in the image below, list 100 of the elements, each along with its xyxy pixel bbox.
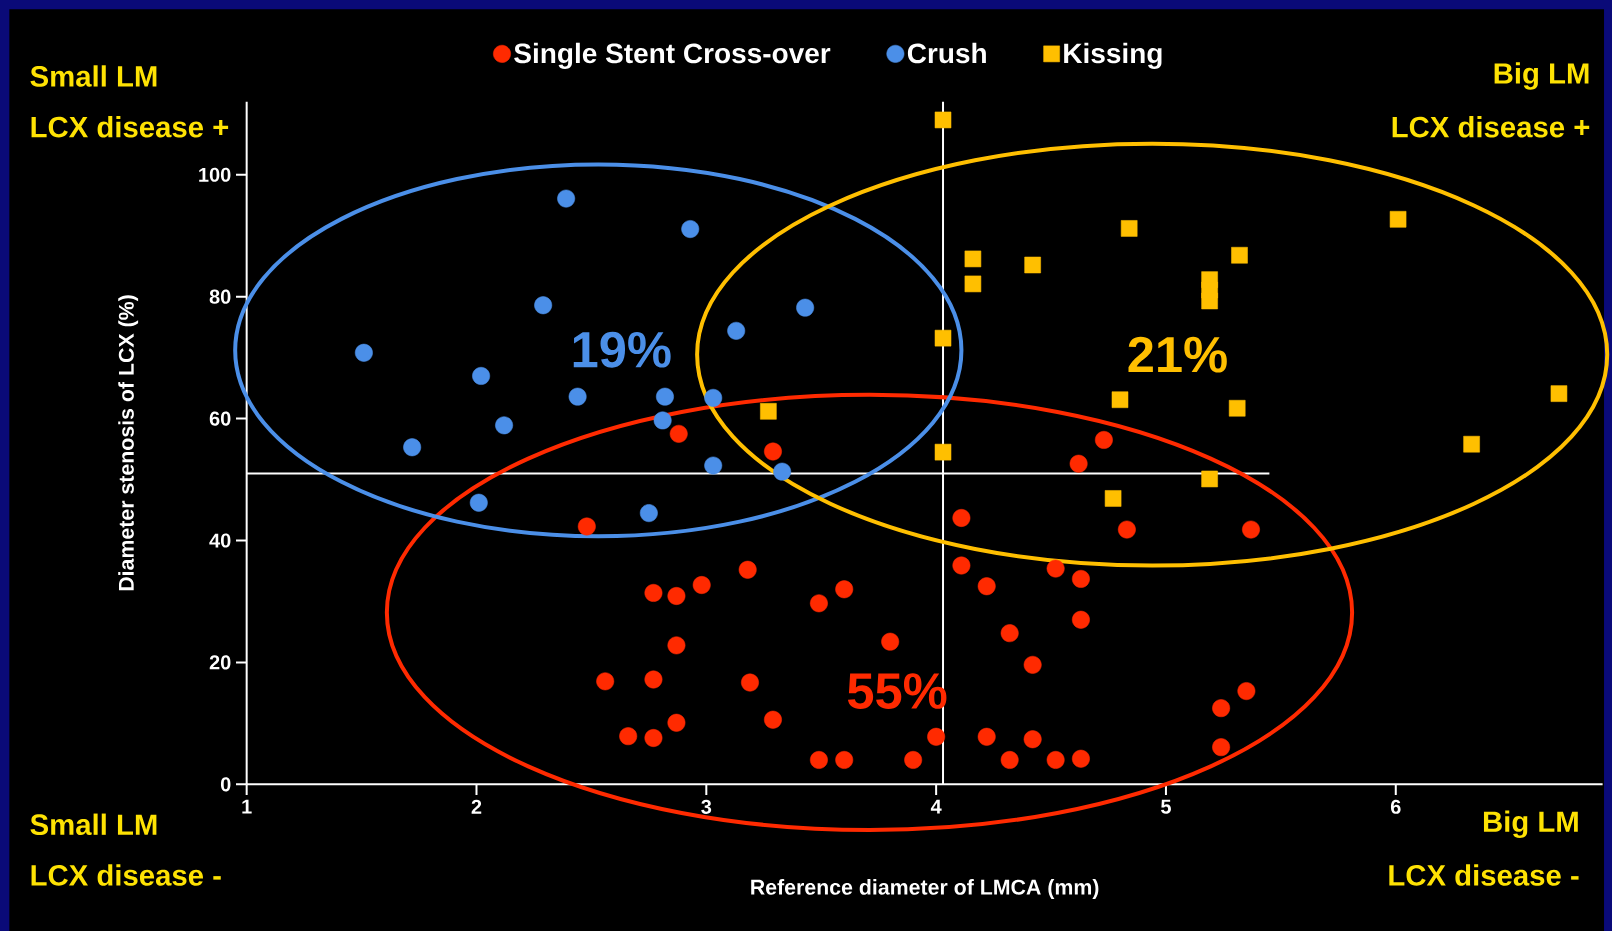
point <box>495 416 513 435</box>
point <box>727 321 746 340</box>
text: LCX disease - <box>1389 864 1579 886</box>
point <box>644 670 663 689</box>
point <box>964 275 982 293</box>
y-tick-label: 100 <box>199 167 231 182</box>
point <box>1000 624 1019 643</box>
point <box>764 710 782 729</box>
point <box>1237 682 1256 701</box>
point <box>835 580 854 599</box>
point <box>904 751 923 769</box>
point <box>619 727 638 746</box>
text: Big LM <box>1494 62 1589 90</box>
annotation: LCX disease + <box>1392 115 1590 138</box>
text: Small LM <box>30 65 157 87</box>
point <box>952 509 971 527</box>
point <box>977 727 996 746</box>
point <box>667 636 686 655</box>
point <box>977 577 996 596</box>
point <box>927 727 946 746</box>
point <box>764 442 782 461</box>
x-tick-label: 1 <box>242 799 252 814</box>
point <box>760 403 777 420</box>
legend-label: Single Stent Cross-over <box>514 42 831 69</box>
point <box>1023 730 1042 749</box>
x-tick-label: 6 <box>1390 799 1401 814</box>
point <box>644 729 663 747</box>
point <box>1071 569 1090 588</box>
point <box>1046 559 1065 578</box>
point <box>692 576 711 594</box>
point <box>1463 435 1480 453</box>
point <box>1071 749 1090 768</box>
y-tick-label: 0 <box>220 777 231 792</box>
point <box>1201 292 1218 310</box>
point <box>1212 699 1231 718</box>
point <box>835 751 854 769</box>
point <box>796 298 815 317</box>
point <box>1024 256 1041 274</box>
point <box>1071 610 1090 629</box>
point <box>1023 655 1042 674</box>
point <box>773 462 792 481</box>
point <box>568 387 587 406</box>
point <box>669 424 688 443</box>
point <box>934 111 952 129</box>
point <box>667 587 686 605</box>
x-tick-label: 2 <box>471 799 482 814</box>
text: Small LM <box>30 813 157 836</box>
point <box>741 673 759 692</box>
y-tick-label: 20 <box>209 655 231 670</box>
point <box>881 632 900 651</box>
point <box>1046 751 1065 769</box>
point <box>1231 246 1248 264</box>
annotation: 21% <box>1128 336 1227 373</box>
point <box>1000 751 1019 769</box>
point <box>1242 520 1260 539</box>
point <box>1550 385 1568 402</box>
point <box>469 493 488 512</box>
x-tick-label: 3 <box>701 799 712 814</box>
text: LCX disease - <box>31 864 221 886</box>
point <box>403 438 422 457</box>
point <box>472 367 491 385</box>
point <box>557 189 576 208</box>
x-tick-label: 4 <box>930 799 942 814</box>
x-tick-label: 5 <box>1161 799 1171 814</box>
y-tick-label: 40 <box>209 533 231 548</box>
point <box>934 443 952 461</box>
text: LCX disease + <box>31 115 229 138</box>
annotation: 19% <box>573 331 671 368</box>
legend-label: Kissing <box>1064 42 1162 69</box>
x-axis-title: Reference diameter of LMCA (mm) <box>751 879 1099 899</box>
point <box>1069 454 1088 473</box>
point <box>1094 431 1113 449</box>
point <box>534 296 553 315</box>
point <box>577 517 596 536</box>
point <box>656 387 674 406</box>
y-tick-label: 60 <box>209 411 231 426</box>
legend-label: Crush <box>907 42 986 64</box>
y-tick-label: 80 <box>209 289 231 304</box>
point <box>809 751 828 769</box>
point <box>1117 520 1136 539</box>
point <box>1111 391 1129 408</box>
point <box>809 594 828 613</box>
point <box>1104 490 1122 507</box>
y-axis-title: Diameter stenosis of LCX (%) <box>118 295 139 591</box>
point <box>1389 211 1407 228</box>
point <box>681 220 700 238</box>
point <box>644 584 663 602</box>
text: Big LM <box>1483 810 1578 839</box>
point <box>1212 738 1231 757</box>
point <box>354 343 373 362</box>
point <box>934 329 952 347</box>
point <box>667 713 686 732</box>
point <box>952 556 971 575</box>
point <box>704 456 723 475</box>
point <box>1120 220 1138 237</box>
point <box>596 672 615 691</box>
point <box>704 388 723 407</box>
point <box>1201 470 1218 488</box>
point <box>639 504 658 523</box>
point <box>653 411 672 430</box>
